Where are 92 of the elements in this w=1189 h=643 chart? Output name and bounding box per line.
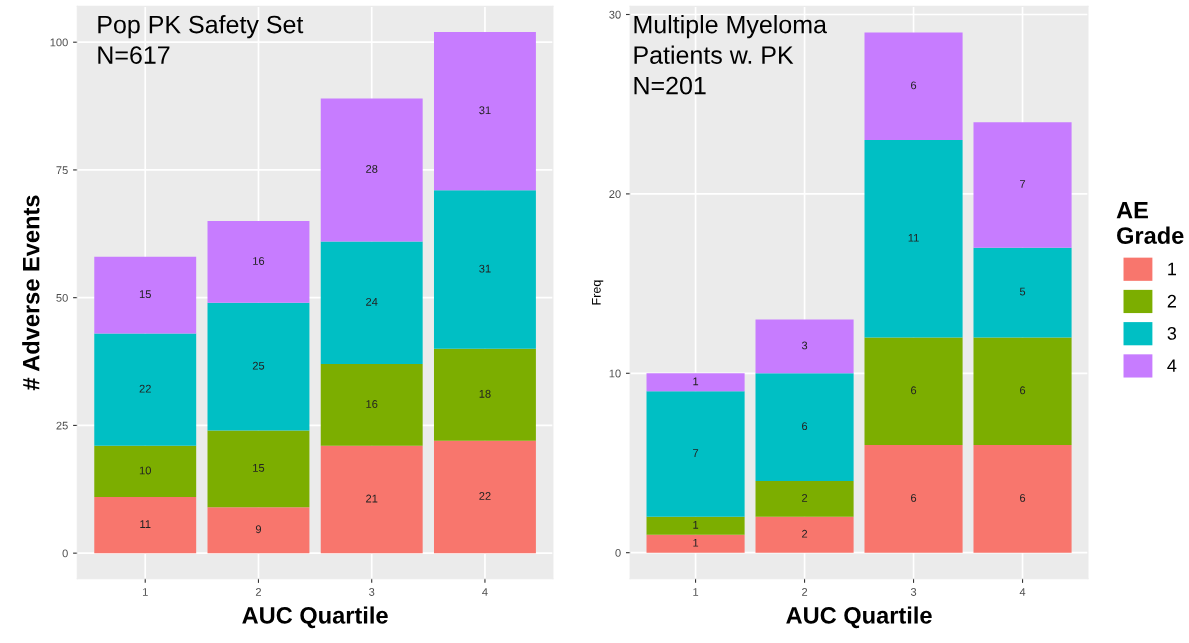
x-axis-title: AUC Quartile (786, 606, 932, 629)
bar (973, 445, 1072, 553)
data-label: 16 (253, 257, 265, 265)
bar (433, 440, 536, 554)
bar (755, 480, 854, 517)
bar (864, 140, 963, 338)
y-tick-label: 100 (50, 38, 68, 47)
bar (207, 302, 310, 431)
data-label: 1 (693, 521, 699, 529)
data-label: 1 (693, 538, 699, 547)
bar (94, 445, 197, 497)
y-tick-label: 0 (62, 549, 68, 558)
bar (320, 445, 423, 554)
bar (646, 391, 745, 517)
y-tick-label: 0 (615, 548, 621, 557)
bar (755, 516, 854, 553)
data-label: 18 (479, 389, 491, 398)
data-label: 28 (366, 165, 378, 173)
bar (207, 221, 310, 303)
x-axis-title: AUC Quartile (242, 606, 388, 629)
x-tick-label: 3 (369, 588, 375, 596)
annotation: Pop PK Safety Set N=617 (98, 15, 304, 64)
bar (864, 445, 963, 553)
legend-title: AE Grade (1116, 202, 1184, 244)
bar (646, 373, 745, 392)
data-label: 22 (139, 384, 151, 393)
data-label: 11 (140, 520, 151, 528)
x-tick-label: 2 (802, 588, 808, 596)
legend-label: 2 (1167, 294, 1176, 308)
y-tick-label: 75 (56, 166, 68, 175)
data-label: 1 (693, 377, 699, 386)
data-label: 22 (479, 492, 491, 500)
legend-label: 1 (1168, 262, 1176, 276)
data-label: 16 (366, 400, 378, 408)
legend-label: 4 (1167, 359, 1177, 372)
bar (320, 98, 423, 242)
y-axis-title: # Adverse Events (22, 195, 40, 391)
data-label: 21 (366, 494, 378, 503)
bar (433, 31, 536, 191)
bar (646, 534, 745, 553)
bar (207, 507, 310, 554)
y-tick-label: 50 (56, 293, 68, 302)
x-tick-label: 4 (1019, 588, 1026, 596)
data-label: 5 (1019, 287, 1026, 296)
bar (864, 32, 963, 141)
data-label: 9 (255, 525, 262, 534)
y-axis-title: Freq (592, 280, 604, 305)
bar (755, 319, 854, 374)
y-tick-label: 25 (56, 421, 68, 430)
data-label: 6 (911, 493, 917, 502)
bar (973, 247, 1072, 338)
data-label: 6 (1020, 493, 1026, 502)
x-tick-label: 3 (910, 588, 917, 596)
bar (973, 337, 1072, 446)
bar (207, 430, 310, 508)
bar (973, 122, 1072, 248)
bar (94, 333, 197, 446)
x-tick-label: 4 (482, 588, 488, 596)
data-label: 11 (908, 233, 919, 242)
data-label: 2 (802, 493, 808, 502)
data-label: 6 (1020, 386, 1026, 395)
data-label: 15 (139, 290, 151, 299)
bar (433, 190, 536, 349)
data-label: 6 (911, 81, 917, 90)
x-tick-label: 2 (255, 588, 261, 596)
data-label: 7 (1020, 180, 1026, 188)
bar (755, 373, 854, 481)
bar (94, 496, 197, 554)
data-label: 24 (366, 297, 378, 306)
bar (433, 348, 536, 441)
data-label: 15 (253, 464, 265, 472)
y-tick-label: 20 (609, 190, 621, 199)
x-tick-label: 1 (693, 588, 699, 596)
y-tick-label: 10 (609, 369, 621, 378)
bar (320, 241, 423, 365)
data-label: 3 (801, 341, 808, 350)
annotation: Multiple Myeloma Patients w. PK N=201 (634, 15, 827, 95)
data-label: 2 (802, 529, 808, 538)
data-label: 6 (911, 386, 917, 395)
data-label: 10 (139, 466, 151, 475)
bar (864, 337, 963, 446)
data-label: 6 (802, 422, 808, 431)
data-label: 25 (252, 361, 265, 370)
bar (320, 364, 423, 446)
y-tick-label: 30 (609, 10, 621, 19)
bar (94, 256, 197, 334)
legend-label: 3 (1167, 327, 1177, 340)
data-label: 31 (479, 106, 491, 115)
bar (646, 516, 745, 535)
data-label: 7 (693, 449, 699, 457)
x-tick-label: 1 (142, 588, 148, 596)
data-label: 31 (479, 264, 491, 273)
